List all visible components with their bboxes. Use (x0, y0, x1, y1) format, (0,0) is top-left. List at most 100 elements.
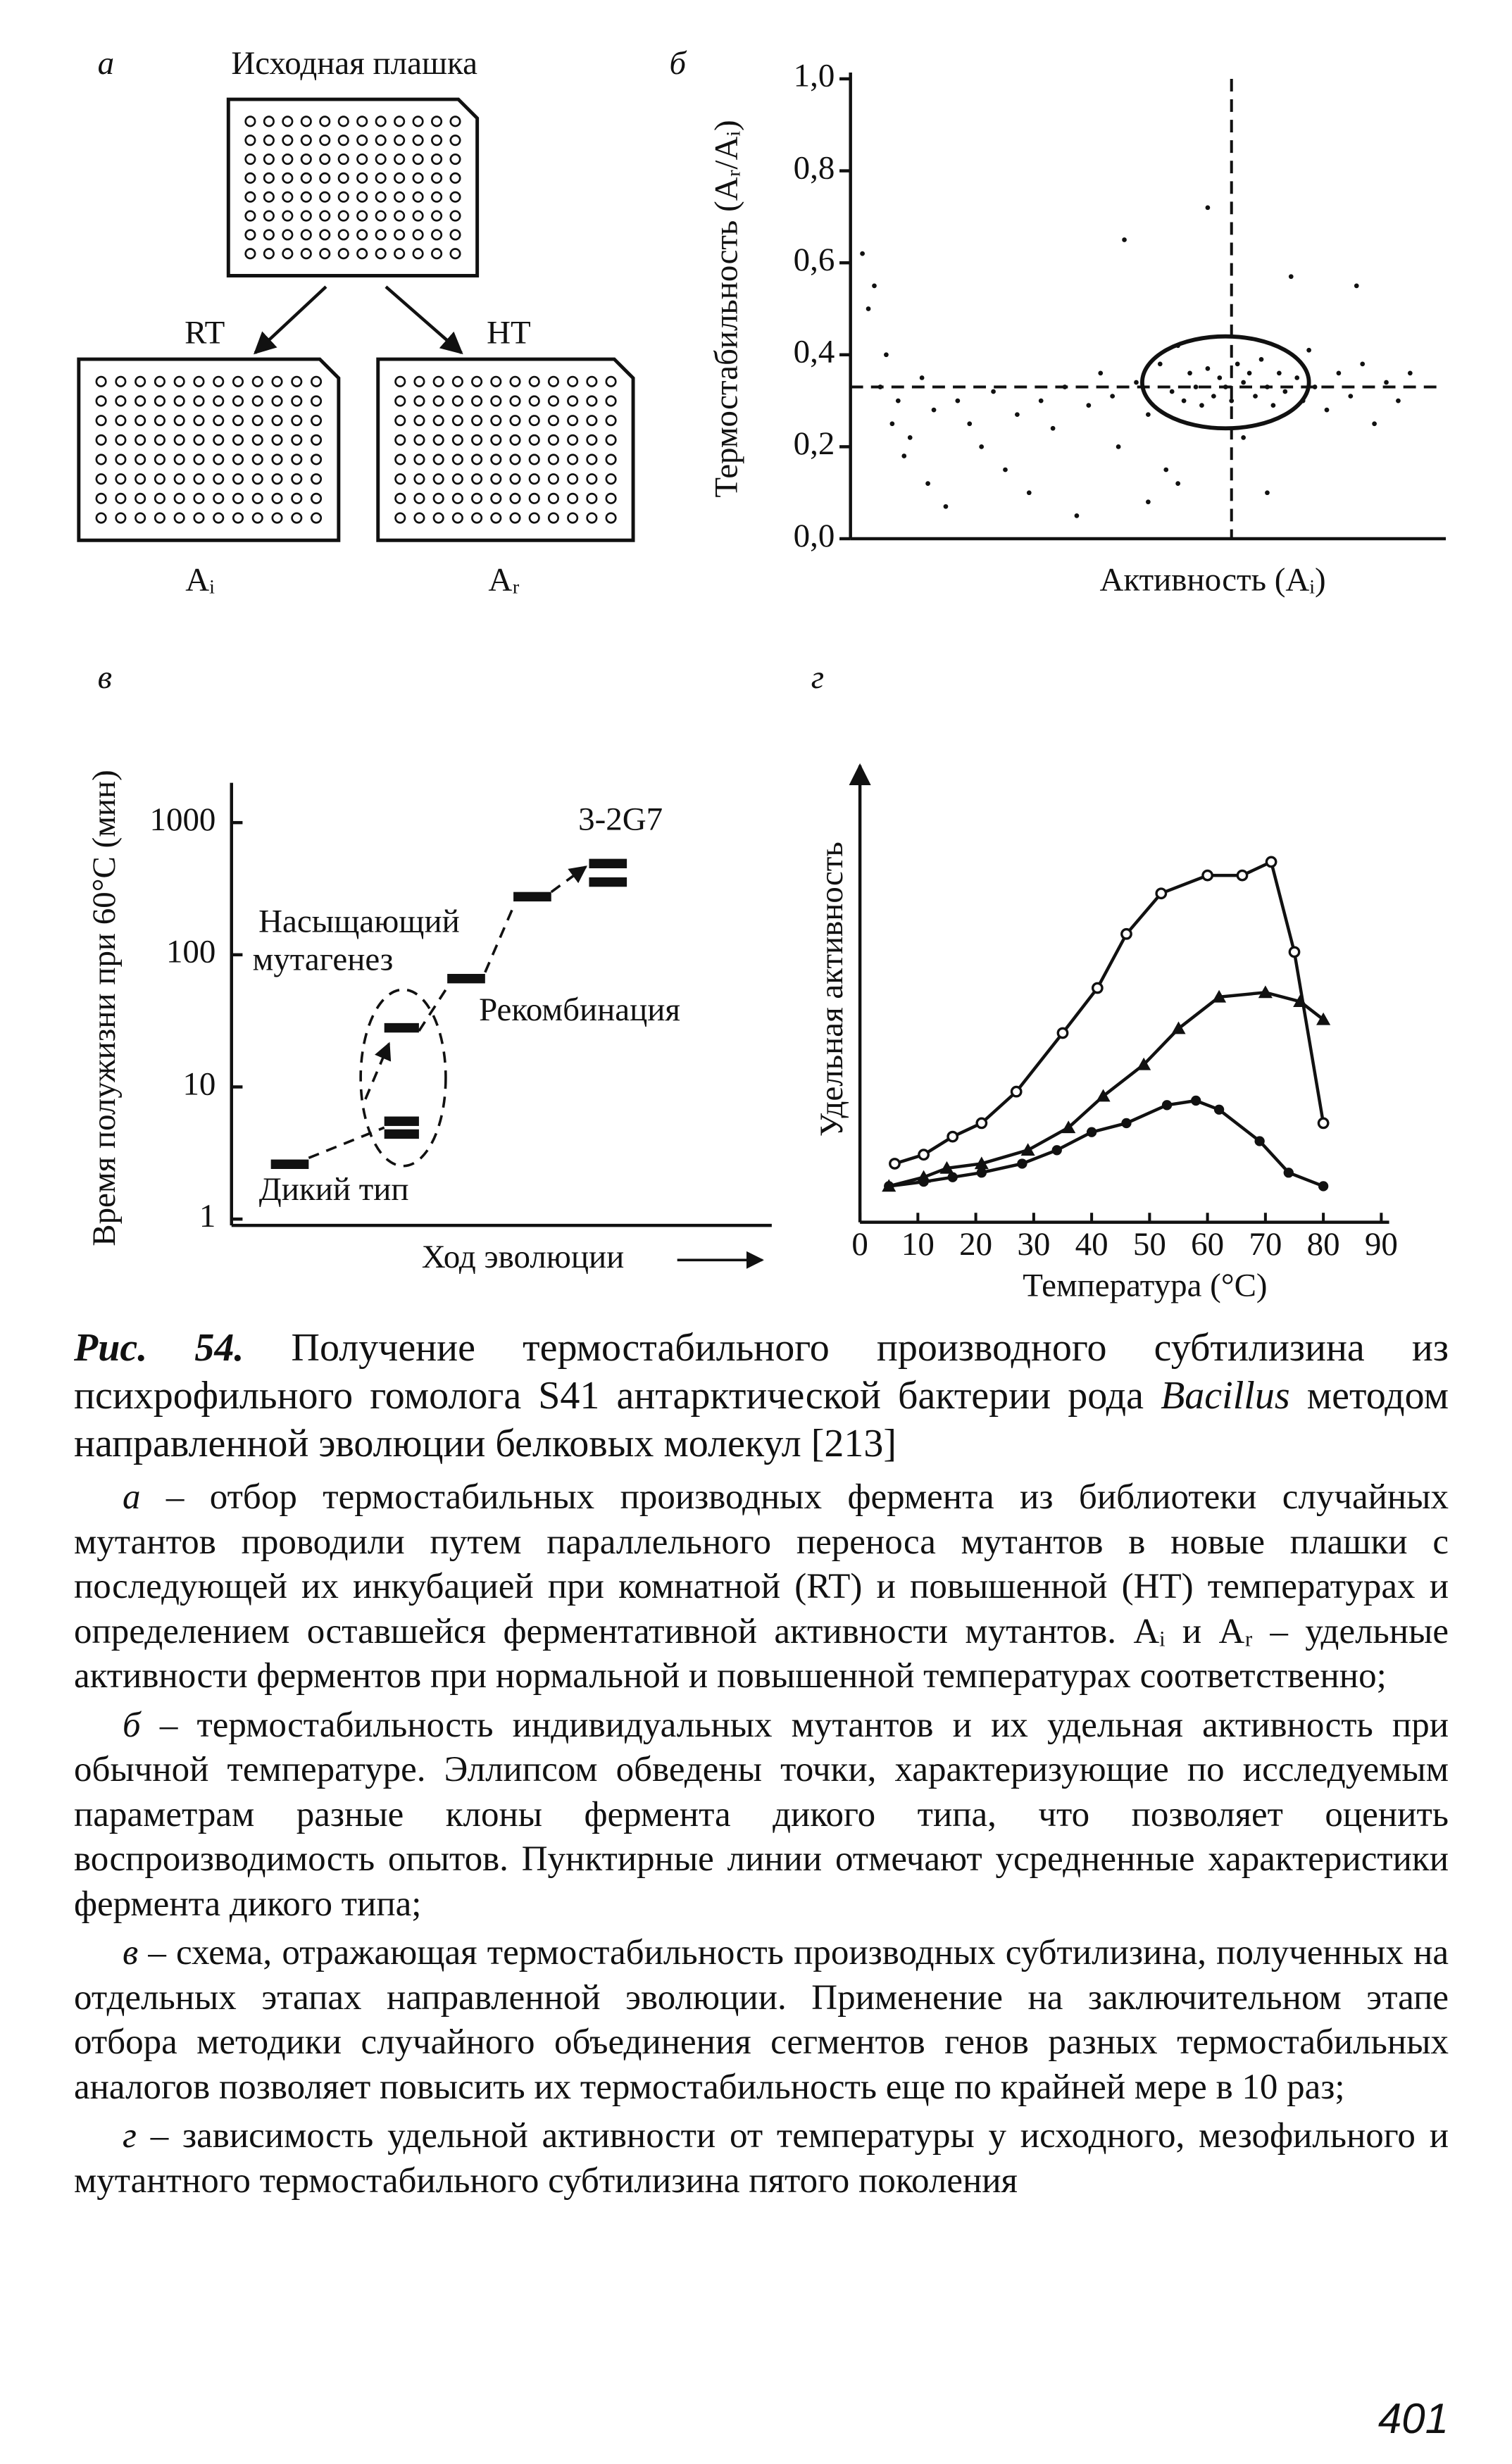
plate-well (451, 434, 463, 446)
x-tick-label: 60 (1191, 1226, 1224, 1263)
caption-part: в – схема, отражающая термостабильность … (74, 1931, 1449, 2110)
plate-well (173, 454, 185, 465)
plate-well (356, 135, 368, 146)
point (1354, 283, 1359, 289)
caption-part: а – отбор термостабильных производных фе… (74, 1475, 1449, 1699)
y-tick-label: 0,6 (794, 242, 835, 278)
plate-well (173, 492, 185, 504)
plate-well (115, 375, 127, 387)
plate-well (319, 135, 331, 146)
plate-well (412, 172, 424, 184)
point (1205, 366, 1211, 371)
marker (1283, 1168, 1294, 1178)
panel-label: в (98, 659, 112, 696)
plate-well (567, 454, 579, 465)
plate-well (213, 415, 225, 427)
arrow (385, 285, 463, 355)
marker (1121, 1118, 1132, 1129)
plate-well (135, 415, 146, 427)
point (1116, 444, 1121, 449)
plate-well (135, 473, 146, 485)
point (1175, 343, 1181, 349)
plate-well (271, 512, 283, 524)
point (1235, 361, 1240, 367)
plate-well (213, 375, 225, 387)
plate-well (586, 434, 598, 446)
point (1265, 490, 1270, 496)
plate-well (154, 454, 165, 465)
plate-well (413, 434, 425, 446)
plate-well (605, 415, 617, 427)
plate-well (431, 248, 443, 260)
plate-well (547, 492, 559, 504)
point (1026, 490, 1032, 496)
point (1270, 403, 1276, 408)
plate-well (394, 434, 406, 446)
level-bar (589, 858, 627, 869)
plate-well (244, 210, 256, 222)
plate-well (251, 395, 263, 407)
marker (1137, 1057, 1151, 1070)
plate-well (135, 492, 146, 504)
plate-well (263, 153, 275, 165)
plate-well (173, 395, 185, 407)
plate-well (135, 375, 146, 387)
plate-well (115, 512, 127, 524)
connector (308, 1126, 385, 1159)
y-tick-label: 0,2 (794, 425, 835, 462)
x-tick-label: 80 (1307, 1226, 1340, 1263)
point (1288, 274, 1294, 280)
plate-well (282, 115, 294, 127)
point (1241, 380, 1246, 385)
marker (946, 1130, 959, 1143)
plate-well (394, 473, 406, 485)
marker (1254, 1136, 1265, 1146)
plate-well (547, 454, 559, 465)
marker (1288, 946, 1301, 958)
plate-well (244, 153, 256, 165)
plate-well (413, 512, 425, 524)
x-axis-label: Активность (Aᵢ) (1100, 561, 1326, 598)
connector (418, 984, 450, 1032)
connector (484, 902, 516, 973)
point (1181, 398, 1187, 404)
caption-text: Получение термостабильного производного … (74, 1326, 1449, 1418)
point (1157, 361, 1163, 367)
arrow-label: HT (487, 314, 531, 351)
y-tick-label: 10 (182, 1065, 215, 1102)
marker (1236, 869, 1249, 882)
plate-well (605, 492, 617, 504)
plate-well (232, 512, 244, 524)
point (1277, 370, 1282, 376)
y-tick-label: 1000 (149, 801, 215, 838)
point (1247, 370, 1252, 376)
plate-well (95, 434, 107, 446)
plate-well (337, 229, 349, 241)
series-line (888, 991, 1325, 1188)
point (1294, 375, 1300, 380)
level-bar (384, 1129, 419, 1139)
plate-well (311, 434, 323, 446)
point (884, 352, 889, 358)
plate-well (291, 473, 303, 485)
caption: Рис. 54. Получение термостабильного прои… (74, 1324, 1449, 1468)
plate-well (509, 492, 521, 504)
plate-well (95, 415, 107, 427)
plate-well (291, 454, 303, 465)
point (1396, 398, 1401, 404)
series-line (894, 859, 1325, 1165)
plate-well (115, 415, 127, 427)
plate-well (300, 135, 312, 146)
plate-well (451, 375, 463, 387)
plate-well (282, 135, 294, 146)
plate-well (271, 415, 283, 427)
plate-well (567, 512, 579, 524)
plate-well (528, 434, 540, 446)
arrow-label: RT (185, 314, 225, 351)
point (919, 375, 925, 380)
plate-well (490, 434, 502, 446)
point (1169, 389, 1175, 394)
point (1229, 398, 1235, 404)
point (925, 481, 930, 486)
plate-well (135, 512, 146, 524)
